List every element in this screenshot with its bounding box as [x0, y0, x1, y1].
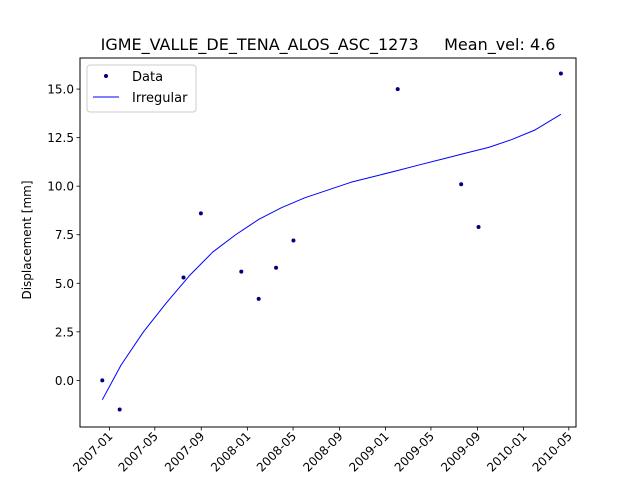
plot-area	[100, 71, 563, 412]
y-axis-label: Displacement [mm]	[20, 180, 34, 299]
legend-label-irregular: Irregular	[132, 91, 188, 106]
data-point	[459, 182, 464, 187]
data-point	[100, 378, 105, 383]
data-point	[181, 275, 186, 280]
chart-title: IGME_VALLE_DE_TENA_ALOS_ASC_1273 Mean_ve…	[101, 35, 556, 55]
data-point	[291, 238, 296, 243]
y-tick-label: 15.0	[47, 83, 74, 97]
y-tick-label: 12.5	[47, 131, 74, 145]
data-point	[256, 296, 261, 301]
data-point	[476, 224, 481, 229]
legend: Data Irregular	[86, 64, 197, 113]
y-tick-label: 2.5	[55, 325, 74, 339]
y-tick-label: 5.0	[55, 277, 74, 291]
legend-marker-data	[104, 74, 108, 78]
plot-frame	[79, 57, 577, 428]
series-line-irregular	[101, 113, 562, 401]
y-tick-label: 7.5	[55, 228, 74, 242]
data-point	[558, 71, 563, 76]
y-tick-label: 0.0	[55, 374, 74, 388]
data-point	[117, 407, 122, 412]
y-axis-ticks: 0.0 2.5 5.0 7.5 10.0 12.5 15.0	[47, 83, 80, 388]
data-point	[274, 265, 279, 270]
data-point	[239, 269, 244, 274]
legend-label-data: Data	[132, 70, 163, 85]
y-tick-label: 10.0	[47, 180, 74, 194]
legend-frame	[86, 64, 197, 113]
data-point	[395, 87, 400, 92]
data-point	[198, 211, 203, 216]
